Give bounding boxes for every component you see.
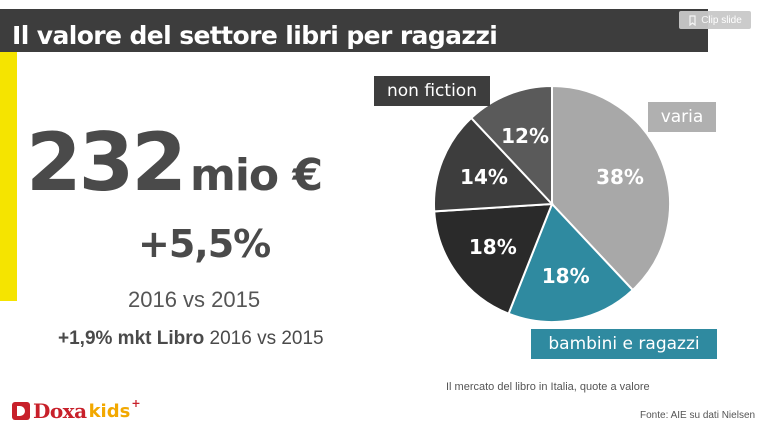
- logo-plus-text: +: [131, 396, 141, 410]
- pie-slice-0: [551, 84, 671, 292]
- pie-slice-label-4: 12%: [501, 124, 549, 148]
- market-value-unit: mio €: [190, 150, 323, 201]
- doxa-logo-icon: [12, 402, 30, 420]
- source-note: Fonte: AIE su dati Nielsen: [640, 410, 756, 421]
- clip-slide-label: Clip slide: [701, 14, 742, 26]
- market-growth-period: 2016 vs 2015: [204, 328, 324, 349]
- title-bar: Il valore del settore libri per ragazzi: [0, 9, 708, 52]
- clip-icon: [689, 14, 696, 26]
- pie-slice-label-3: 14%: [460, 165, 508, 189]
- accent-bar: [0, 52, 17, 301]
- callout-varia: varia: [648, 102, 716, 132]
- chart-caption: Il mercato del libro in Italia, quote a …: [446, 381, 650, 393]
- growth-rate: +5,5%: [138, 222, 271, 266]
- callout-bambini-ragazzi: bambini e ragazzi: [531, 329, 717, 359]
- pie-slice-1: [507, 202, 635, 323]
- slide-title: Il valore del settore libri per ragazzi: [12, 21, 498, 50]
- logo-doxa-text: Doxa: [33, 399, 87, 423]
- pie-slice-2: [433, 202, 554, 316]
- market-growth-note: +1,9% mkt Libro 2016 vs 2015: [58, 328, 324, 350]
- callout-non-fiction: non fiction: [374, 76, 490, 106]
- market-value-number: 232: [26, 116, 187, 209]
- pie-slice-label-2: 18%: [469, 235, 517, 259]
- pie-slice-3: [433, 116, 555, 213]
- market-growth-bold: +1,9% mkt Libro: [58, 328, 205, 349]
- pie-slice-label-1: 18%: [542, 264, 590, 288]
- pie-slice-4: [469, 84, 553, 207]
- clip-slide-button[interactable]: Clip slide: [679, 11, 751, 29]
- market-value: 232 mio €: [26, 116, 323, 209]
- comparison-period: 2016 vs 2015: [128, 287, 261, 312]
- logo-kids-text: kids: [88, 400, 131, 422]
- pie-slice-label-0: 38%: [596, 165, 644, 189]
- doxakids-logo: Doxa kids +: [12, 396, 141, 423]
